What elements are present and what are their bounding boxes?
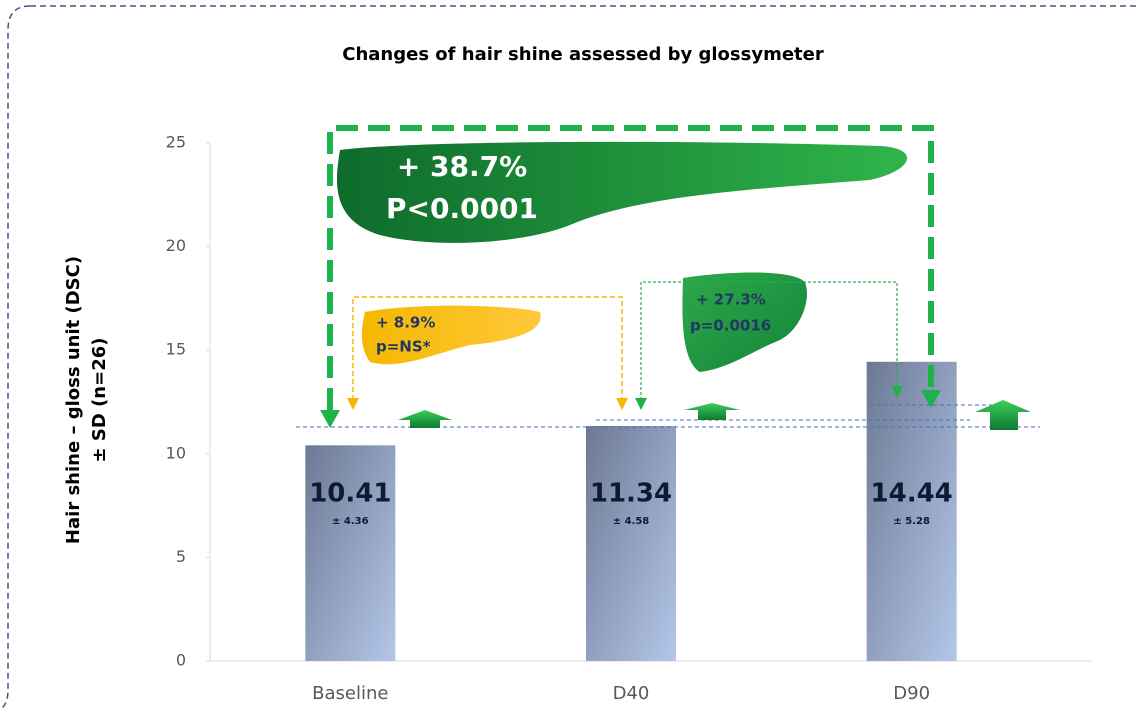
chart: Changes of hair shine assessed by glossy… <box>0 0 1144 717</box>
x-tick-label: D40 <box>613 683 650 704</box>
arrowhead <box>347 398 628 410</box>
up-arrow <box>398 410 452 428</box>
annotation: P<0.0001 <box>386 192 538 225</box>
frame <box>0 6 1136 712</box>
y-tick-label: 15 <box>166 340 186 359</box>
y-axis-label: Hair shine – gloss unit (DSC) ± SD (n=26… <box>63 256 110 544</box>
annotation: + 8.9% <box>376 314 435 332</box>
y-label-line: ± SD (n=26) <box>89 338 110 463</box>
y-tick-label: 25 <box>166 133 186 152</box>
value-label: 14.44 <box>871 479 953 509</box>
annotation: + 38.7% <box>397 150 527 183</box>
bar <box>586 426 676 661</box>
arrowhead <box>635 386 903 410</box>
up-arrow <box>684 403 740 420</box>
y-tick-label: 20 <box>166 236 186 255</box>
bar <box>867 362 957 661</box>
sd-label: ± 4.58 <box>613 516 650 527</box>
chart-title: Changes of hair shine assessed by glossy… <box>342 44 824 65</box>
sd-label: ± 5.28 <box>893 516 930 527</box>
y-tick-label: 10 <box>166 443 186 462</box>
y-tick-label: 0 <box>176 651 186 670</box>
annotation: + 27.3% <box>696 291 766 309</box>
y-tick-label: 5 <box>176 547 186 566</box>
annotation: p=NS* <box>376 338 431 356</box>
sd-label: ± 4.36 <box>332 516 369 527</box>
annotation: p=0.0016 <box>690 317 771 335</box>
y-label-line: Hair shine – gloss unit (DSC) <box>63 256 84 544</box>
value-label: 11.34 <box>590 479 672 509</box>
x-tick-label: D90 <box>893 683 930 704</box>
value-label: 10.41 <box>309 479 391 509</box>
x-tick-label: Baseline <box>312 683 388 704</box>
